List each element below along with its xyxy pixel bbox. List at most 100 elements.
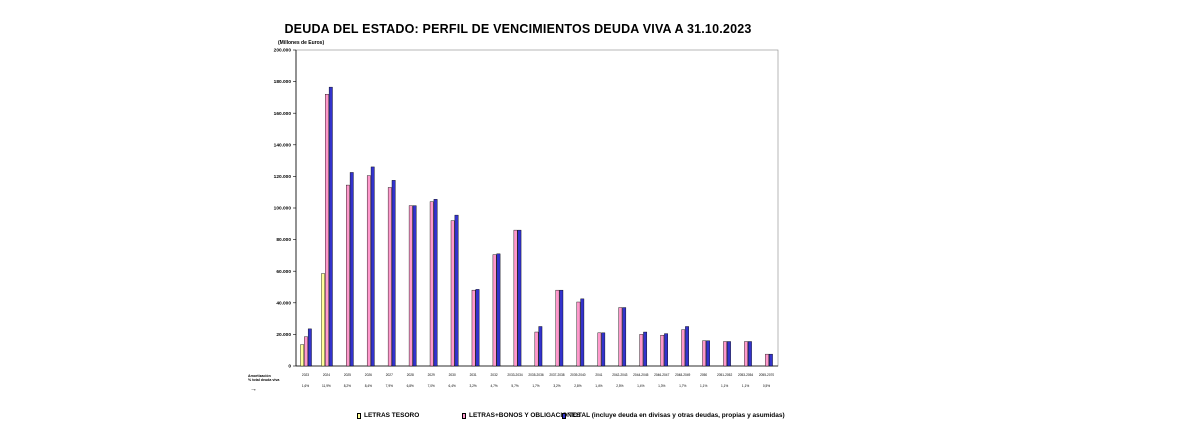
y-tick-label: 60.000 <box>276 269 291 275</box>
bar-bonos <box>702 341 705 366</box>
bar-bonos <box>388 187 391 366</box>
bar-bonos <box>556 290 559 366</box>
x-tick-label: 2046-2047 <box>654 373 669 377</box>
bar-bonos <box>535 332 538 366</box>
x-tick-percent-label: 6,8% <box>407 384 414 388</box>
x-tick-percent-label: 2,5% <box>616 384 623 388</box>
bar-total <box>329 87 332 366</box>
x-tick-percent-label: 1,7% <box>679 384 686 388</box>
x-tick-percent-label: 2,8% <box>574 384 581 388</box>
bar-total <box>748 342 751 366</box>
y-tick-label: 200.000 <box>274 48 292 54</box>
bar-total <box>685 327 688 367</box>
legend-item-letras: LETRAS TESORO <box>357 412 419 419</box>
x-tick-percent-label: 3,2% <box>469 384 476 388</box>
bar-total <box>539 327 542 367</box>
y-tick-label: 160.000 <box>274 111 292 117</box>
y-tick-label: 140.000 <box>274 142 292 148</box>
x-tick-label: 2024 <box>323 373 330 377</box>
x-tick-label: 2027 <box>386 373 393 377</box>
bar-bonos <box>493 255 496 366</box>
bar-bonos <box>577 302 580 366</box>
bar-total <box>476 289 479 366</box>
x-tick-label: 2030 <box>449 373 456 377</box>
x-tick-percent-label: 1,1% <box>700 384 707 388</box>
bar-bonos <box>367 176 370 366</box>
bar-total <box>623 308 626 366</box>
x-tick-label: 2041 <box>595 373 602 377</box>
bar-total <box>371 167 374 366</box>
bar-total <box>308 329 311 366</box>
bar-bonos <box>640 334 643 366</box>
x-tick-percent-label: 11,9% <box>322 384 331 388</box>
legend-item-total: TOTAL (incluye deuda en divisas y otras … <box>562 412 785 419</box>
legend-swatch-letras <box>357 413 361 419</box>
legend: LETRAS TESORO LETRAS+BONOS Y OBLIGACIONE… <box>0 412 1200 426</box>
bar-bonos <box>472 290 475 366</box>
bar-total <box>560 290 563 366</box>
bar-total <box>350 172 353 366</box>
x-tick-percent-label: 6,4% <box>449 384 456 388</box>
bar-bonos <box>661 335 664 366</box>
legend-label-total: TOTAL (incluye deuda en divisas y otras … <box>569 412 785 419</box>
x-tick-label: 2025 <box>344 373 351 377</box>
bar-letras <box>300 345 303 366</box>
x-tick-percent-label: 7,9% <box>386 384 393 388</box>
y-tick-label: 180.000 <box>274 79 292 85</box>
bar-letras <box>321 274 324 366</box>
bar-total <box>581 299 584 366</box>
bar-bonos <box>682 330 685 366</box>
bar-bonos <box>744 342 747 366</box>
x-tick-label: 2055-2070 <box>759 373 774 377</box>
bar-bonos <box>619 308 622 366</box>
x-tick-percent-label: 1,3% <box>658 384 665 388</box>
x-tick-percent-label: 1,4% <box>637 384 644 388</box>
x-tick-percent-label: 1,1% <box>721 384 728 388</box>
x-tick-percent-label: 1,1% <box>742 384 749 388</box>
x-tick-percent-label: 1,7% <box>532 384 539 388</box>
y-tick-label: 20.000 <box>276 332 291 338</box>
bar-bonos <box>409 206 412 366</box>
y-tick-label: 120.000 <box>274 174 292 180</box>
bar-total <box>769 354 772 366</box>
x-tick-label: 2028 <box>407 373 414 377</box>
y-tick-label: 0 <box>288 364 291 370</box>
bar-total <box>727 342 730 366</box>
bar-total <box>392 180 395 366</box>
x-tick-label: 2053-2054 <box>738 373 753 377</box>
bar-total <box>643 332 646 366</box>
y-tick-label: 40.000 <box>276 300 291 306</box>
bar-total <box>434 199 437 366</box>
x-tick-percent-label: 1,6% <box>302 384 309 388</box>
x-tick-percent-label: 8,2% <box>344 384 351 388</box>
legend-swatch-bonos <box>462 413 466 419</box>
bars <box>300 87 772 366</box>
legend-label-letras: LETRAS TESORO <box>364 412 419 419</box>
bar-bonos <box>514 230 517 366</box>
x-tick-percent-label: 5,7% <box>511 384 518 388</box>
y-tick-label: 100.000 <box>274 206 292 212</box>
bar-bonos <box>430 202 433 366</box>
x-tick-percent-label: 8,4% <box>365 384 372 388</box>
x-tick-percent-label: 0,5% <box>763 384 770 388</box>
x-tick-percent-label: 3,2% <box>553 384 560 388</box>
bar-bonos <box>598 333 601 366</box>
y-axis: 0 20.000 40.000 60.000 80.000 100.000 120.000 1… <box>274 48 296 370</box>
bar-bonos <box>346 185 349 366</box>
x-tick-label: 2026 <box>365 373 372 377</box>
x-tick-label: 2023 <box>302 373 309 377</box>
x-tick-label: 2044-2045 <box>633 373 648 377</box>
arrow-right-icon: → <box>250 386 257 393</box>
bar-bonos <box>304 337 307 366</box>
bar-total <box>602 333 605 366</box>
bar-total <box>497 254 500 366</box>
bar-bonos <box>723 342 726 366</box>
bar-total <box>455 215 458 366</box>
bar-total <box>664 334 667 366</box>
bar-total <box>413 206 416 366</box>
bar-total <box>706 341 709 366</box>
x-tick-label: 2048-2049 <box>675 373 690 377</box>
bar-bonos <box>765 354 768 366</box>
x-tick-percent-label: 4,7% <box>490 384 497 388</box>
